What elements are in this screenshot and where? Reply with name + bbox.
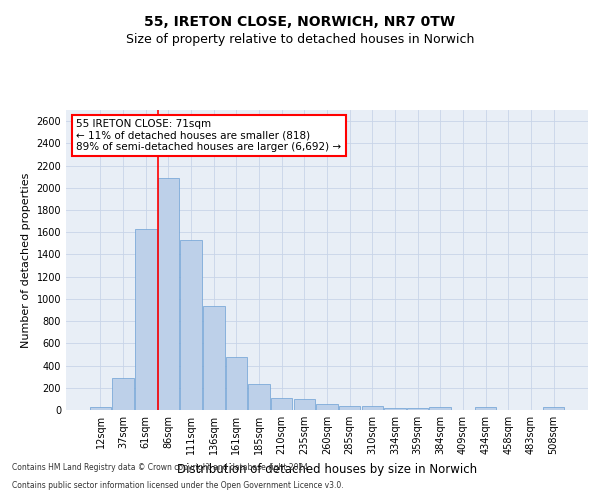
Bar bbox=[135, 229, 157, 410]
Bar bbox=[181, 240, 202, 410]
Text: Size of property relative to detached houses in Norwich: Size of property relative to detached ho… bbox=[126, 32, 474, 46]
Bar bbox=[475, 407, 496, 410]
Text: Contains public sector information licensed under the Open Government Licence v3: Contains public sector information licen… bbox=[12, 481, 344, 490]
Bar bbox=[293, 399, 315, 410]
Text: 55, IRETON CLOSE, NORWICH, NR7 0TW: 55, IRETON CLOSE, NORWICH, NR7 0TW bbox=[145, 15, 455, 29]
X-axis label: Distribution of detached houses by size in Norwich: Distribution of detached houses by size … bbox=[177, 462, 477, 475]
Bar bbox=[271, 398, 292, 410]
Bar bbox=[362, 406, 383, 410]
Bar bbox=[248, 384, 270, 410]
Y-axis label: Number of detached properties: Number of detached properties bbox=[21, 172, 31, 348]
Bar bbox=[316, 404, 338, 410]
Text: Contains HM Land Registry data © Crown copyright and database right 2024.: Contains HM Land Registry data © Crown c… bbox=[12, 464, 311, 472]
Bar bbox=[384, 408, 406, 410]
Bar bbox=[339, 406, 361, 410]
Bar bbox=[112, 378, 134, 410]
Bar bbox=[203, 306, 224, 410]
Bar bbox=[226, 356, 247, 410]
Bar bbox=[430, 407, 451, 410]
Bar bbox=[407, 408, 428, 410]
Text: 55 IRETON CLOSE: 71sqm
← 11% of detached houses are smaller (818)
89% of semi-de: 55 IRETON CLOSE: 71sqm ← 11% of detached… bbox=[76, 119, 341, 152]
Bar bbox=[158, 178, 179, 410]
Bar bbox=[543, 407, 564, 410]
Bar bbox=[90, 407, 111, 410]
